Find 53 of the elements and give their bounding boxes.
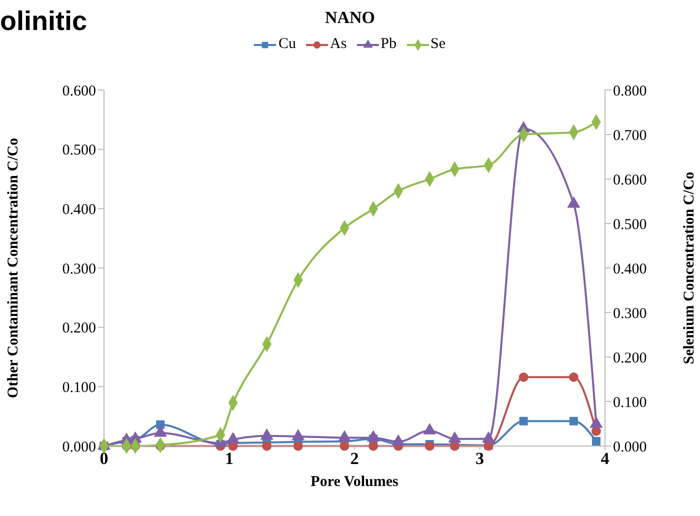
y-axis-title: Other Contaminant Concentration C/Co (5, 138, 22, 398)
point (482, 432, 495, 443)
y-tick-label: 0.200 (62, 320, 96, 337)
y-tick-label: 0.100 (62, 380, 96, 396)
point (592, 437, 600, 446)
point (367, 430, 380, 442)
legend-label: Se (430, 36, 446, 53)
y2-tick-label: 0.400 (613, 261, 647, 278)
y2-tick-label: 0.100 (613, 394, 647, 411)
point (423, 424, 436, 434)
point (568, 196, 580, 208)
x-tick-label: 2 (350, 449, 359, 468)
point (368, 441, 378, 451)
point (292, 429, 304, 440)
y-tick-label: 0.300 (62, 261, 96, 278)
y-tick-label: 0.400 (62, 202, 96, 218)
point (226, 432, 240, 444)
y2-axis-title: Selenium Concentration C/Co (681, 172, 698, 364)
point (590, 416, 602, 428)
y-tick-label: 0.500 (62, 142, 96, 159)
point (340, 441, 350, 451)
x-tick-label: 4 (600, 449, 610, 468)
y2-tick-label: 0.200 (613, 350, 647, 366)
point (424, 441, 434, 451)
point (338, 430, 351, 442)
point (569, 416, 578, 426)
x-tick-label: 0 (100, 449, 108, 468)
text: olinitic (0, 6, 87, 37)
legend-label: Cu (278, 36, 296, 53)
x-tick-label: 3 (476, 449, 484, 468)
point (262, 441, 272, 451)
point (519, 416, 528, 426)
point (154, 426, 167, 437)
y-tick-label: 0.600 (62, 83, 96, 100)
x-tick-label: 1 (225, 449, 234, 468)
chart-title: NANO (324, 8, 376, 27)
legend-label: As (330, 36, 347, 53)
y-tick-label: 0.000 (62, 439, 96, 456)
point (448, 432, 461, 443)
point (260, 428, 274, 440)
point (392, 434, 405, 446)
point (293, 441, 303, 451)
y2-tick-label: 0.800 (613, 83, 647, 100)
point (156, 420, 165, 429)
y2-tick-label: 0.300 (613, 306, 647, 322)
point (568, 372, 578, 382)
legend-label: Pb (380, 36, 397, 53)
y2-tick-label: 0.500 (613, 216, 647, 233)
y2-tick-label: 0.700 (613, 128, 647, 144)
y2-tick-label: 0.000 (613, 439, 647, 456)
point (518, 372, 528, 382)
x-axis-title: Pore Volumes (310, 474, 398, 490)
y2-tick-label: 0.600 (613, 172, 647, 188)
